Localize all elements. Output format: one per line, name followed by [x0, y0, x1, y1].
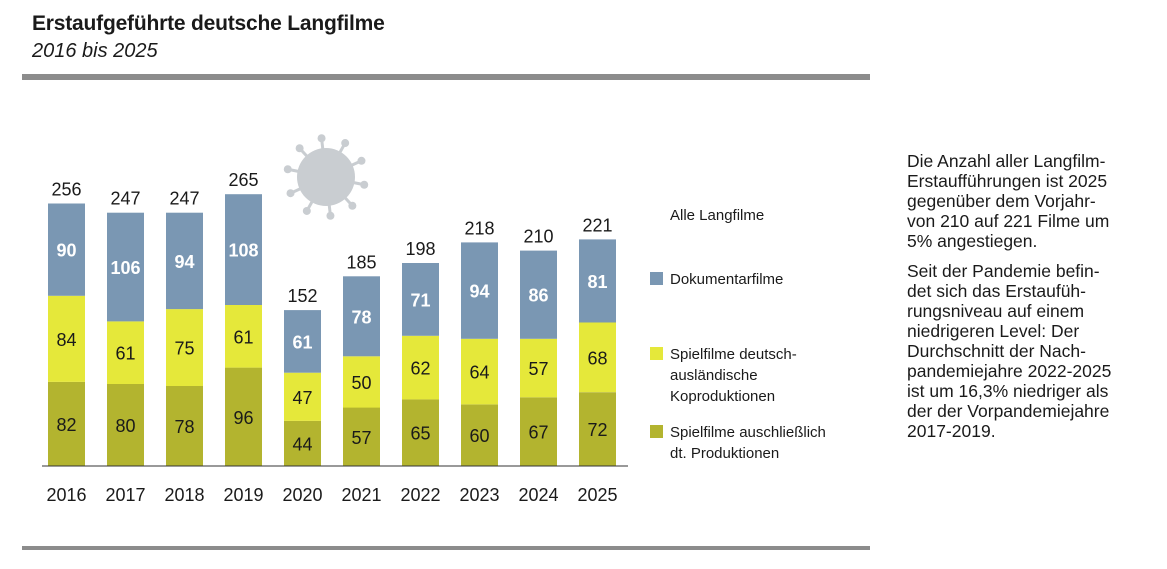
bar-value-label: 61	[292, 332, 312, 352]
bar-value-label: 96	[233, 408, 253, 428]
legend-label: Dokumentarfilme	[670, 271, 783, 288]
bar-value-label: 50	[351, 373, 371, 393]
bar-segment	[166, 309, 203, 386]
bar-value-label: 81	[587, 272, 607, 292]
bar-value-label: 62	[410, 359, 430, 379]
x-tick-label: 2024	[518, 485, 558, 505]
bar-total-label: 247	[110, 189, 140, 209]
bar-total-label: 210	[523, 227, 553, 247]
bar-value-label: 90	[56, 241, 76, 261]
bar-value-label: 80	[115, 416, 135, 436]
bar-segment	[461, 404, 498, 466]
bottom-rule	[22, 546, 870, 550]
x-tick-label: 2018	[164, 485, 204, 505]
bar-total-label: 256	[51, 180, 81, 200]
bar-segment	[343, 356, 380, 408]
bar-segment	[402, 335, 439, 400]
x-tick-label: 2022	[400, 485, 440, 505]
bar-segment	[579, 239, 616, 323]
note-text: Die Anzahl aller Langfilm- Erstaufführun…	[907, 151, 1157, 451]
bar-total-label: 152	[287, 286, 317, 306]
bar-segment	[48, 295, 85, 382]
legend-label: Spielfilme auschließlich	[670, 424, 826, 441]
note-paragraph-2: Seit der Pandemie befin- det sich das Er…	[907, 261, 1112, 441]
bar-total-label: 265	[228, 170, 258, 190]
bar-segment	[461, 242, 498, 339]
bar-segment	[579, 322, 616, 393]
legend-label: Spielfilme deutsch-	[670, 346, 797, 363]
x-tick-label: 2019	[223, 485, 263, 505]
bar-segment	[284, 310, 321, 373]
legend-label: ausländische	[670, 367, 758, 384]
bar-value-label: 68	[587, 348, 607, 368]
legend-label: dt. Produktionen	[670, 445, 779, 462]
bar-value-label: 94	[174, 252, 194, 272]
bar-segment	[225, 367, 262, 466]
bar-value-label: 47	[292, 388, 312, 408]
bar-segment	[107, 321, 144, 384]
bar-value-label: 72	[587, 420, 607, 440]
bar-value-label: 78	[174, 417, 194, 437]
bar-value-label: 84	[56, 330, 76, 350]
legend-swatch	[650, 272, 663, 285]
bar-total-label: 221	[582, 215, 612, 235]
bar-value-label: 106	[110, 258, 140, 278]
bar-segment	[402, 399, 439, 466]
x-tick-label: 2021	[341, 485, 381, 505]
bar-value-label: 44	[292, 434, 312, 454]
x-tick-label: 2025	[577, 485, 617, 505]
bar-value-label: 65	[410, 424, 430, 444]
bar-segment	[225, 305, 262, 368]
bar-segment	[402, 263, 439, 336]
bar-total-label: 218	[464, 218, 494, 238]
bar-total-label: 247	[169, 189, 199, 209]
legend-swatch	[650, 425, 663, 438]
bar-segment	[48, 203, 85, 296]
bar-segment	[107, 212, 144, 322]
bar-segment	[343, 276, 380, 357]
bar-value-label: 82	[56, 415, 76, 435]
bar-segment	[579, 392, 616, 466]
bar-value-label: 71	[410, 290, 430, 310]
bar-total-label: 185	[346, 252, 376, 272]
bar-segment	[48, 381, 85, 466]
bar-value-label: 94	[469, 282, 489, 302]
legend-swatch	[650, 347, 663, 360]
bar-segment	[284, 420, 321, 466]
bar-value-label: 78	[351, 307, 371, 327]
bar-segment	[461, 338, 498, 405]
bar-segment	[520, 338, 557, 398]
bar-segment	[284, 372, 321, 421]
top-rule	[22, 74, 870, 80]
bar-total-label: 198	[405, 239, 435, 259]
bar-segment	[166, 386, 203, 466]
bar-value-label: 67	[528, 423, 548, 443]
bar-segment	[225, 194, 262, 305]
bar-value-label: 75	[174, 339, 194, 359]
x-tick-label: 2017	[105, 485, 145, 505]
bar-value-label: 64	[469, 363, 489, 383]
chart-title: Erstaufgeführte deutsche Langfilme	[32, 12, 385, 35]
bar-value-label: 60	[469, 426, 489, 446]
bar-segment	[107, 384, 144, 466]
bar-value-label: 57	[351, 428, 371, 448]
legend-label-totals: Alle Langfilme	[670, 207, 764, 224]
chart-subtitle: 2016 bis 2025	[32, 40, 158, 62]
bar-value-label: 108	[228, 241, 258, 261]
bar-value-label: 61	[233, 327, 253, 347]
bar-value-label: 86	[528, 286, 548, 306]
coronavirus-icon	[283, 134, 369, 220]
bar-segment	[166, 212, 203, 310]
legend-label: Koproduktionen	[670, 388, 775, 405]
bar-segment	[520, 397, 557, 466]
bar-value-label: 61	[115, 344, 135, 364]
bar-segment	[343, 407, 380, 466]
bar-segment	[520, 250, 557, 339]
stacked-bar-chart: 82 84 90 256 2016 80 61 106 247 2017 78 75 94 247 2018…	[42, 134, 826, 505]
x-tick-label: 2023	[459, 485, 499, 505]
note-paragraph-1: Die Anzahl aller Langfilm- Erstaufführun…	[907, 151, 1110, 251]
bar-value-label: 57	[528, 359, 548, 379]
x-tick-label: 2016	[46, 485, 86, 505]
x-tick-label: 2020	[282, 485, 322, 505]
